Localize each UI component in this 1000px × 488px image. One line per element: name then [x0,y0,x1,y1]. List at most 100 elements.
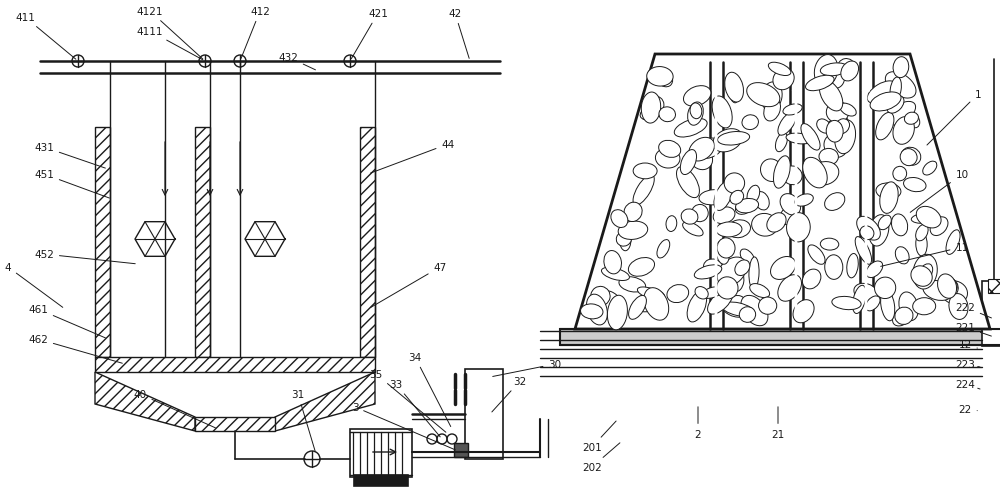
Ellipse shape [893,58,909,79]
Bar [465,369,503,459]
Ellipse shape [905,112,920,129]
Ellipse shape [865,296,880,311]
Ellipse shape [808,245,825,265]
Ellipse shape [916,233,927,257]
Ellipse shape [727,221,750,238]
Ellipse shape [725,73,743,103]
Ellipse shape [939,279,958,298]
Ellipse shape [773,157,790,189]
Ellipse shape [759,298,777,315]
Ellipse shape [838,60,855,77]
Text: 22: 22 [958,404,977,414]
Ellipse shape [806,76,834,92]
Ellipse shape [913,255,937,289]
Ellipse shape [749,257,759,289]
Ellipse shape [793,300,814,323]
Ellipse shape [691,205,708,222]
Text: 221: 221 [955,323,991,336]
Bar [95,357,375,372]
Ellipse shape [736,199,759,213]
Ellipse shape [778,112,797,136]
Ellipse shape [860,226,874,240]
Ellipse shape [659,141,681,158]
Ellipse shape [680,150,697,175]
Ellipse shape [826,102,849,123]
Ellipse shape [814,56,838,87]
Ellipse shape [893,117,914,145]
Ellipse shape [817,120,831,134]
Ellipse shape [820,239,839,250]
Bar [195,128,210,357]
Text: 30: 30 [493,359,562,377]
Ellipse shape [801,124,820,151]
Ellipse shape [880,183,898,214]
Ellipse shape [688,103,703,126]
Ellipse shape [923,162,937,176]
Ellipse shape [904,113,918,125]
Ellipse shape [904,178,926,192]
Ellipse shape [916,225,928,242]
Ellipse shape [885,73,916,99]
Ellipse shape [695,287,708,299]
Polygon shape [575,55,990,329]
Text: 461: 461 [28,305,105,338]
Text: 42: 42 [448,9,469,59]
Ellipse shape [591,287,610,306]
Text: 4111: 4111 [137,27,203,61]
Ellipse shape [635,291,665,312]
Text: 12: 12 [958,339,977,349]
Text: 202: 202 [582,443,620,472]
Text: 4: 4 [5,263,63,308]
Text: 44: 44 [371,140,455,174]
Ellipse shape [607,296,627,330]
Ellipse shape [881,290,895,321]
Ellipse shape [847,254,858,278]
Ellipse shape [747,83,780,107]
Ellipse shape [586,295,607,325]
Ellipse shape [866,262,883,278]
Ellipse shape [683,223,703,237]
Ellipse shape [887,97,904,114]
Text: 201: 201 [582,421,616,452]
Ellipse shape [611,210,628,228]
Ellipse shape [853,285,866,314]
Text: 31: 31 [291,389,315,451]
Ellipse shape [720,296,747,318]
Ellipse shape [761,83,782,111]
Ellipse shape [687,291,707,322]
Ellipse shape [780,207,796,225]
Ellipse shape [581,304,603,319]
Ellipse shape [802,269,821,289]
Text: 222: 222 [955,303,991,318]
Ellipse shape [699,190,728,205]
Ellipse shape [742,116,758,130]
Text: 432: 432 [278,53,315,71]
Text: 431: 431 [34,142,105,169]
Ellipse shape [681,209,698,224]
Text: 421: 421 [351,9,388,60]
Ellipse shape [946,278,957,293]
Bar [354,475,408,486]
Ellipse shape [875,278,896,299]
Ellipse shape [911,213,940,224]
Ellipse shape [840,104,856,117]
Text: 10: 10 [910,170,969,213]
Ellipse shape [730,191,744,205]
Ellipse shape [689,138,714,162]
Ellipse shape [778,275,802,302]
Polygon shape [95,372,195,431]
Ellipse shape [820,64,848,77]
Ellipse shape [716,223,742,238]
Ellipse shape [728,78,739,103]
Text: 32: 32 [492,376,527,412]
Ellipse shape [832,111,851,136]
Bar [988,280,1000,293]
Ellipse shape [714,182,732,211]
Ellipse shape [787,213,810,243]
Ellipse shape [893,167,907,182]
Ellipse shape [740,249,755,266]
Ellipse shape [773,69,794,91]
Ellipse shape [876,183,901,200]
Ellipse shape [755,192,769,210]
Ellipse shape [899,292,918,321]
